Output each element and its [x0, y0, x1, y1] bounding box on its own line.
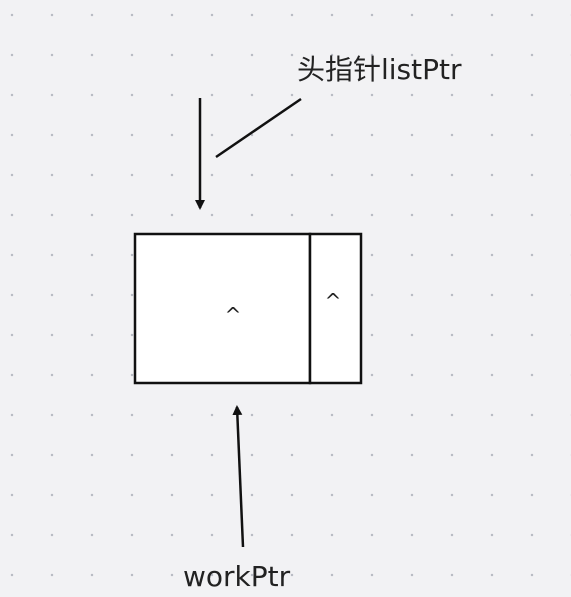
head-pointer-label: 头指针listPtr: [297, 53, 462, 86]
node-data-field: [133, 232, 312, 385]
node-next-value: ^: [325, 289, 342, 313]
work-pointer-arrow: [232, 405, 245, 548]
node-next-field: [308, 232, 363, 385]
head-pointer-leader-line: [215, 97, 302, 159]
node-data-value: ^: [225, 303, 242, 327]
work-pointer-label: workPtr: [183, 560, 291, 593]
list-node: ^ ^: [133, 232, 363, 385]
